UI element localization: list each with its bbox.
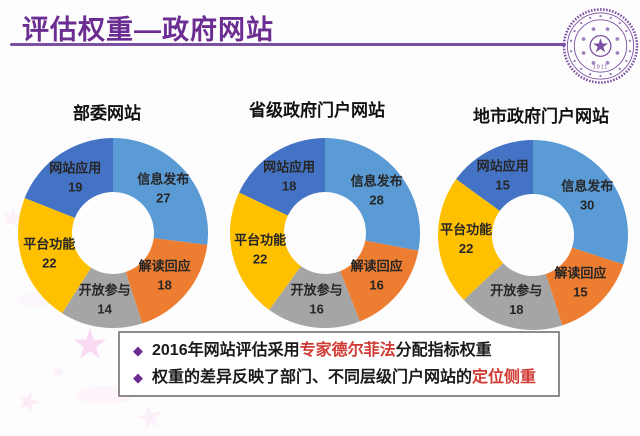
slice-label: 开放参与 18 (490, 283, 542, 317)
bullet-text-segment: 2016年网站评估采用 (152, 342, 300, 359)
slice-label: 信息发布 27 (137, 172, 189, 206)
donut-slice-4 (229, 192, 301, 310)
donut-slice-5 (24, 138, 114, 218)
seal-star-icon (592, 38, 609, 53)
donut-slice-1 (533, 140, 629, 265)
watermark-star (19, 391, 39, 413)
donut-slice-3 (463, 263, 563, 330)
seal-glyph-mark (581, 37, 586, 41)
donut-chart-municipal: 信息发布 30 解读回应 15 开放参与 18 平台功能 22 网站应用 15 (437, 140, 629, 330)
seal-text-mark (573, 29, 576, 33)
seal-text-mark (573, 59, 576, 63)
seal-text-mark (625, 59, 628, 62)
donut-slice-4 (18, 198, 92, 314)
slice-label: 开放参与 16 (291, 283, 343, 317)
seal-text-mark (618, 21, 621, 25)
seal-text-mark (599, 14, 602, 18)
donut-slice-5 (456, 140, 533, 211)
watermark-star (1, 206, 24, 229)
donut-slice-1 (113, 138, 208, 245)
donut-slice-5 (239, 138, 325, 216)
slice-label: 解读回应 15 (553, 265, 606, 299)
seal-text-mark (609, 73, 612, 76)
title-underline (10, 43, 566, 46)
seal-text-mark (589, 73, 592, 76)
seal-glyph-mark (591, 27, 596, 31)
donut-slice-3 (62, 267, 143, 328)
slice-label: 网站应用 19 (49, 161, 101, 195)
seal-glyph-mark (615, 51, 620, 55)
watermark-star (137, 405, 162, 430)
seal-glyph-mark (605, 60, 610, 65)
bullet-item: ◆ 2016年网站评估采用 专家德尔菲法 分配指标权重 (133, 337, 558, 364)
watermark-star (50, 365, 66, 380)
donut-slice-2 (340, 240, 419, 322)
seal-glyph-mark (581, 51, 586, 55)
donut-slice-2 (545, 247, 624, 326)
chart-title-provincial: 省级政府门户网站 (249, 101, 385, 120)
donut-slice-4 (437, 179, 504, 301)
seal-text-mark (580, 67, 583, 70)
page-title: 评估权重—政府网站 (22, 15, 274, 45)
bullet-text-segment: 分配指标权重 (395, 342, 492, 359)
seal-glyph-mark (591, 60, 596, 65)
slice-label: 解读回应 18 (138, 259, 191, 293)
seal-year: 1911 (593, 65, 609, 71)
seal-text-mark (580, 21, 583, 25)
slice-label: 网站应用 15 (477, 158, 529, 192)
seal-text-mark (628, 50, 632, 53)
donut-slice-1 (325, 138, 421, 251)
slice-label: 信息发布 28 (351, 173, 403, 207)
diamond-bullet-icon: ◆ (133, 343, 143, 358)
seal-text-mark (628, 39, 632, 42)
slice-label: 开放参与 14 (79, 283, 131, 317)
bullet-text-highlight: 专家德尔菲法 (299, 342, 396, 359)
slice-label: 网站应用 18 (263, 159, 315, 193)
slice-label: 平台功能 22 (23, 237, 75, 271)
tsinghua-university-seal-icon: 1911 (562, 8, 639, 84)
seal-glyph-mark (605, 27, 610, 31)
bullet-text-segment: 权重的差异反映了部门、不同层级门户网站的 (152, 369, 473, 386)
slice-label: 平台功能 22 (440, 222, 492, 256)
seal-text-mark (569, 39, 573, 42)
seal-text-mark (625, 29, 628, 33)
slice-label: 信息发布 30 (561, 179, 613, 213)
seal-text-mark (599, 74, 602, 77)
donut-slice-2 (125, 238, 208, 324)
watermark-star (73, 328, 107, 359)
bullet-item: ◆ 权重的差异反映了部门、不同层级门户网站的 定位侧重 (133, 364, 558, 391)
slice-label: 平台功能 22 (234, 233, 286, 267)
seal-glyph-mark (615, 37, 620, 41)
donut-slice-3 (269, 266, 360, 329)
note-box: ◆ 2016年网站评估采用 专家德尔菲法 分配指标权重 ◆ 权重的差异反映了部门、不同层… (118, 331, 560, 397)
chart-title-municipal: 地市政府门户网站 (473, 107, 609, 126)
diamond-bullet-icon: ◆ (133, 370, 143, 385)
chart-title-ministry: 部委网站 (73, 104, 141, 123)
slice-label: 解读回应 16 (350, 259, 403, 293)
bullet-text-highlight: 定位侧重 (472, 369, 537, 386)
seal-text-mark (609, 16, 612, 19)
seal-text-mark (589, 16, 592, 19)
seal-text-mark (569, 50, 573, 53)
seal-text-mark (618, 67, 621, 70)
